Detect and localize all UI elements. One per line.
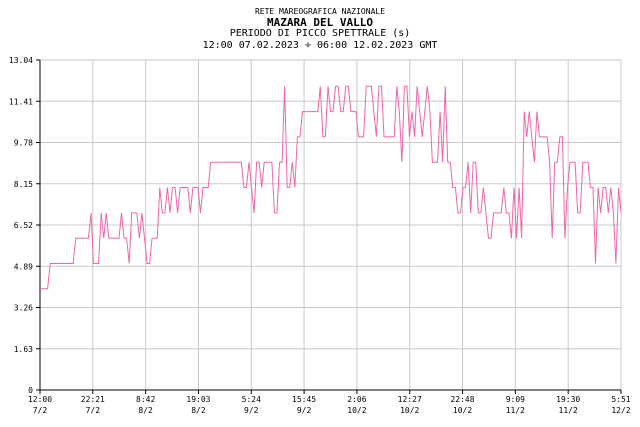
x-tick-date: 11/2	[559, 406, 578, 415]
y-tick-label: 11.41	[9, 97, 33, 106]
y-tick-label: 6.52	[14, 221, 33, 230]
x-tick-time: 12:00	[28, 395, 52, 404]
y-tick-label: 1.63	[14, 345, 33, 354]
x-tick-time: 12:27	[398, 395, 422, 404]
parameter-subtitle: PERIODO DI PICCO SPETTRALE (s)	[229, 28, 411, 39]
y-tick-label: 3.26	[14, 304, 33, 313]
y-tick-label: 9.78	[14, 139, 33, 148]
time-range-label: 12:00 07.02.2023 ÷ 06:00 12.02.2023 GMT	[202, 40, 438, 51]
x-tick-time: 15:45	[292, 395, 316, 404]
x-tick-date: 8/2	[138, 406, 153, 415]
x-tick-date: 11/2	[506, 406, 525, 415]
x-tick-date: 10/2	[400, 406, 419, 415]
x-tick-date: 12/2	[611, 406, 630, 415]
y-tick-label: 8.15	[14, 180, 33, 189]
y-tick-label: 13.04	[9, 56, 33, 65]
x-tick-date: 9/2	[244, 406, 259, 415]
x-tick-time: 19:30	[556, 395, 580, 404]
station-title: MAZARA DEL VALLO	[267, 16, 373, 29]
series-line	[40, 85, 622, 290]
x-axis-labels: 12:00 7/2 22:21 7/2 8:42 8/2 19:03 8/2 5:24 9/2 15…	[28, 395, 631, 415]
x-tick-date: 8/2	[191, 406, 206, 415]
network-label: RETE MAREOGRAFICA NAZIONALE	[254, 7, 386, 16]
x-tick-date: 10/2	[347, 406, 366, 415]
x-tick-time: 9:09	[506, 395, 525, 404]
x-tick-date: 10/2	[453, 406, 472, 415]
plot-area	[40, 85, 622, 290]
x-tick-date: 7/2	[33, 406, 48, 415]
y-tick-label: 0	[28, 386, 33, 395]
x-tick-time: 22:21	[81, 395, 105, 404]
x-tick-time: 5:51	[611, 395, 630, 404]
x-tick-time: 5:24	[242, 395, 261, 404]
chart-grid	[36, 59, 622, 394]
x-tick-date: 7/2	[86, 406, 101, 415]
x-tick-time: 2:06	[347, 395, 366, 404]
x-tick-date: 9/2	[297, 406, 312, 415]
x-tick-time: 22:48	[450, 395, 474, 404]
y-axis-labels: 13.04 11.41 9.78 8.15 6.52 4.89 3.26 1.63 0	[9, 56, 33, 395]
y-tick-label: 4.89	[14, 262, 33, 271]
x-tick-time: 19:03	[186, 395, 210, 404]
x-tick-time: 8:42	[136, 395, 155, 404]
